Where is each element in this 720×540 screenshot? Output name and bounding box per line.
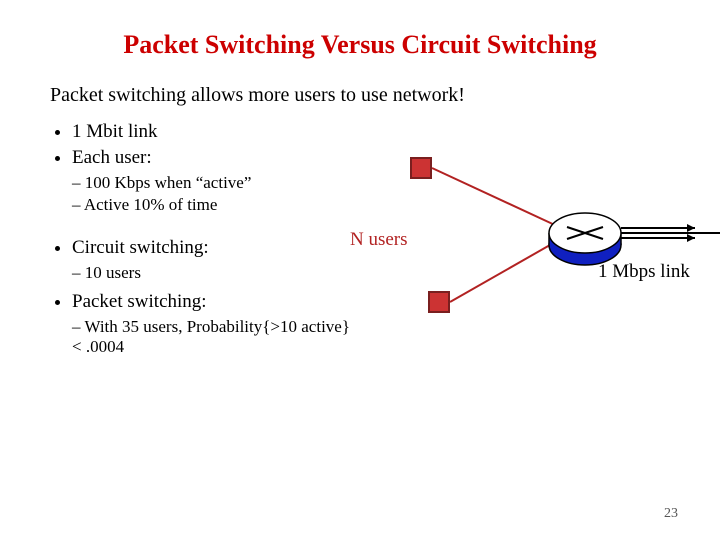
bullet-4a: With 35 users, Probability{>10 active} <…	[72, 317, 350, 357]
slide-subtitle: Packet switching allows more users to us…	[50, 84, 670, 107]
bullet-2b: Active 10% of time	[72, 195, 350, 215]
bullet-2: Each user:	[72, 147, 350, 169]
slide-title: Packet Switching Versus Circuit Switchin…	[50, 30, 670, 60]
bullet-2a: 100 Kbps when “active”	[72, 173, 350, 193]
link-label: 1 Mbps link	[598, 261, 690, 283]
bullet-3a: 10 users	[72, 263, 350, 283]
n-users-label: N users	[350, 229, 408, 251]
page-number: 23	[664, 506, 678, 522]
bullet-3: Circuit switching:	[72, 237, 350, 259]
user-node-icon	[410, 157, 432, 179]
user-node-icon	[428, 291, 450, 313]
bullet-1: 1 Mbit link	[72, 121, 350, 143]
network-diagram: N users 1 Mbps link	[350, 151, 720, 371]
bullet-4: Packet switching:	[72, 291, 350, 313]
bullet-column: 1 Mbit link Each user: 100 Kbps when “ac…	[50, 121, 350, 365]
